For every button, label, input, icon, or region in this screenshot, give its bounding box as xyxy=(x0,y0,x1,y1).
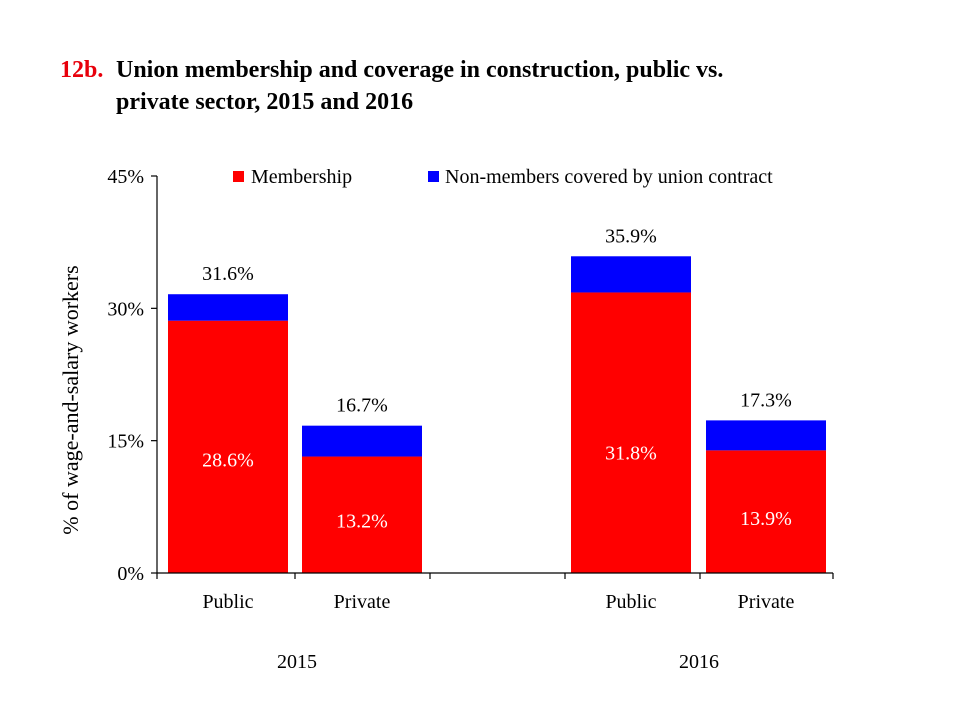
bar-non-members xyxy=(706,420,826,451)
chart-title-number: 12b. xyxy=(60,57,104,83)
data-label-membership: 31.8% xyxy=(605,442,657,464)
data-label-total: 17.3% xyxy=(740,389,792,411)
data-label-membership: 28.6% xyxy=(202,449,254,471)
bar-non-members xyxy=(168,294,288,321)
data-label-membership: 13.2% xyxy=(336,511,388,533)
data-label-total: 35.9% xyxy=(605,225,657,247)
data-label-total: 16.7% xyxy=(336,395,388,417)
x-tick-label: Private xyxy=(334,591,391,613)
bar-membership xyxy=(571,292,691,573)
y-tick-label: 0% xyxy=(117,563,144,585)
x-tick-label: Public xyxy=(605,591,656,613)
data-label-membership: 13.9% xyxy=(740,508,792,530)
x-group-label: 2016 xyxy=(679,651,719,673)
bar-membership xyxy=(706,450,826,573)
x-group-label: 2015 xyxy=(277,651,317,673)
bar-non-members xyxy=(571,256,691,293)
x-tick-label: Public xyxy=(202,591,253,613)
chart-title: 12b. Union membership and coverage in con… xyxy=(60,54,920,118)
legend-label-non-members: Non-members covered by union contract xyxy=(445,166,773,188)
y-tick-label: 30% xyxy=(107,298,144,320)
y-tick-label: 45% xyxy=(107,166,144,188)
y-tick-label: 15% xyxy=(107,431,144,453)
chart-title-line2: private sector, 2015 and 2016 xyxy=(116,89,414,115)
y-axis-title: % of wage-and-salary workers xyxy=(58,265,83,534)
bar-non-members xyxy=(302,425,422,457)
chart-title-line1: Union membership and coverage in constru… xyxy=(116,57,724,83)
x-tick-label: Private xyxy=(738,591,795,613)
legend-swatch-non-members xyxy=(428,171,439,182)
legend-swatch-membership xyxy=(233,171,244,182)
bar-membership xyxy=(302,456,422,573)
legend-label-membership: Membership xyxy=(251,166,352,188)
bar-membership xyxy=(168,320,288,573)
data-label-total: 31.6% xyxy=(202,263,254,285)
